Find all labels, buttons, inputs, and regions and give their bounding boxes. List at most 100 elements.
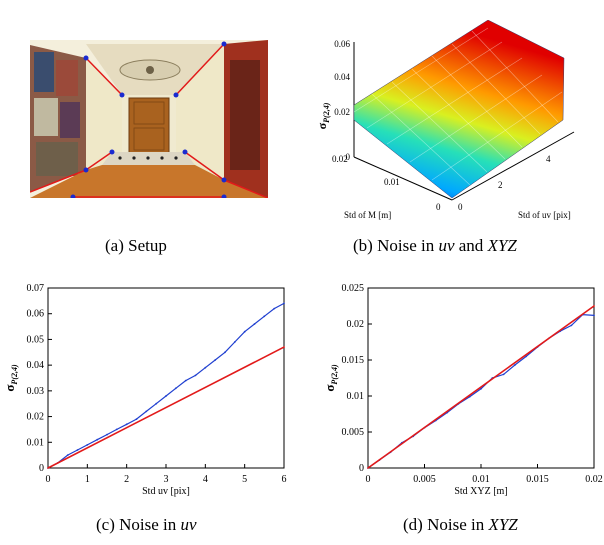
surface-zlabel-main: σ — [315, 122, 329, 129]
corridor-image — [29, 40, 269, 200]
surface-chart: 0.06 0.04 0.02 0 0.02 0.01 0 0 2 4 Std o… — [312, 19, 604, 230]
surface-zticks: 0.06 0.04 0.02 0 — [334, 39, 350, 162]
x-tick-label: 0.02 — [585, 474, 603, 485]
z-tick-0.06: 0.06 — [334, 39, 350, 49]
poster-right — [230, 60, 260, 170]
blue-series-point — [480, 387, 482, 390]
caption-b-mid: and — [454, 236, 488, 255]
red-series-point — [283, 346, 285, 348]
caption-c-text-pre: Noise in — [119, 515, 181, 534]
x-tick-label: 0.01 — [472, 474, 490, 485]
blue-series-point — [115, 428, 118, 431]
x-tick-label: 5 — [242, 474, 247, 485]
blue-series-point — [86, 444, 89, 446]
y-tick-label: 0.02 — [347, 319, 365, 330]
y-tick-label: 0 — [39, 463, 44, 474]
blue-series-point — [273, 307, 276, 310]
surface-axes — [353, 42, 575, 201]
chart-d: 0 0.005 0.01 0.015 0.02 0 0.005 0.01 0.015 0.02 0.… — [310, 280, 604, 500]
chart-d-svg: 0 0.005 0.01 0.015 0.02 0 0.005 0.01 0.015 0.02 0.… — [322, 283, 603, 497]
blue-series-point — [135, 418, 138, 420]
blue-series-point — [263, 315, 266, 318]
surface-zlabel: σP(2,4) — [315, 102, 331, 129]
caption-a-text: Setup — [128, 236, 167, 255]
blue-series-point — [125, 423, 128, 426]
blue-series-point — [253, 323, 256, 325]
door — [128, 97, 170, 155]
y-tick-label: 0.02 — [27, 412, 45, 423]
caption-b: (b) Noise in uv and XYZ — [353, 236, 517, 256]
blue-series-point — [174, 387, 177, 390]
x-tick-0: 0 — [458, 202, 463, 212]
x-tick-2: 2 — [498, 180, 503, 190]
blue-series-point — [224, 351, 226, 354]
caption-b-text-pre: Noise in — [377, 236, 439, 255]
wood-floor — [30, 165, 268, 198]
chart-c: 0 1 2 3 4 5 6 0 0.01 0.02 0.03 0.04 0.05 0.06 0.07 Std … — [0, 280, 300, 500]
chart-c-svg: 0 1 2 3 4 5 6 0 0.01 0.02 0.03 0.04 0.05 0.06 0.07 Std … — [2, 283, 287, 497]
x-tick-label: 0 — [46, 474, 51, 485]
surface-xlabel: Std of uv [pix] — [518, 210, 571, 220]
blue-series-point — [106, 433, 108, 436]
red-series-point — [47, 467, 49, 469]
blue-series-point — [243, 330, 246, 333]
surface-mesh — [353, 19, 565, 199]
z-tick-0.02: 0.02 — [334, 107, 350, 117]
x-tick-label: 1 — [85, 474, 90, 485]
red-series-line — [47, 346, 285, 469]
blue-series-point — [145, 410, 148, 413]
caption-b-label: (b) — [353, 236, 373, 255]
x-tick-label: 2 — [124, 474, 129, 485]
blue-series-point — [204, 366, 207, 369]
y-tick-label: 0.07 — [27, 283, 45, 294]
x-axis — [451, 131, 575, 201]
ceiling-center — [146, 66, 154, 74]
blue-series-point — [514, 364, 516, 366]
surface-xticks: 0 2 4 — [458, 154, 551, 212]
y-axis-label-main: σ — [2, 385, 17, 392]
y-tick-label: 0.05 — [27, 334, 45, 345]
annotation-points — [70, 41, 227, 200]
y-axis-label-sub: P(2,4) — [10, 364, 19, 385]
z-tick-0: 0 — [346, 152, 351, 162]
caption-d-text-pre: Noise in — [427, 515, 489, 534]
caption-d-label: (d) — [403, 515, 423, 534]
caption-b-em2: XYZ — [487, 236, 517, 255]
poster-left-2 — [56, 60, 78, 96]
surface-grid — [354, 27, 563, 186]
x-tick-label: 3 — [164, 474, 169, 485]
y-tick-label: 0.005 — [342, 427, 365, 438]
y-tick-label: 0 — [359, 463, 364, 474]
blue-series-point — [502, 373, 505, 376]
y-axis-label-main: σ — [322, 385, 337, 392]
blue-series-point — [194, 374, 197, 377]
blue-series-point — [525, 355, 528, 358]
y-tick-label: 0.01 — [347, 391, 365, 402]
x-tick-label: 6 — [282, 474, 287, 485]
x-tick-label: 0.015 — [526, 474, 549, 485]
y-axis-label-sub: P(2,4) — [330, 364, 339, 385]
blue-series-point — [214, 359, 217, 361]
red-series-point — [593, 305, 595, 307]
blue-series-point — [96, 438, 99, 441]
blue-series-point — [76, 449, 79, 451]
y-tick-label: 0.01 — [27, 437, 45, 448]
x-axis-label: Std uv [pix] — [142, 486, 190, 497]
surface-svg: 0.06 0.04 0.02 0 0.02 0.01 0 0 2 4 Std o… — [315, 19, 575, 220]
y-axis — [353, 156, 453, 201]
caption-a-label: (a) — [105, 236, 124, 255]
red-series-point — [367, 467, 369, 469]
surface-zlabel-sub: P(2,4) — [322, 102, 331, 123]
poster-left-1 — [34, 52, 54, 92]
door-panel-bottom — [133, 127, 165, 151]
caption-b-em1: uv — [438, 236, 455, 255]
caption-c-em1: uv — [180, 515, 197, 534]
plot-area — [47, 287, 285, 469]
plot-area — [367, 287, 595, 469]
y-tick-label: 0.015 — [342, 355, 365, 366]
back-wall-right — [176, 44, 224, 180]
surface-ylabel: Std of M [m] — [344, 210, 391, 220]
poster-left-4 — [60, 102, 80, 138]
y-tick-label: 0.03 — [27, 386, 45, 397]
blue-series-point — [165, 395, 167, 397]
